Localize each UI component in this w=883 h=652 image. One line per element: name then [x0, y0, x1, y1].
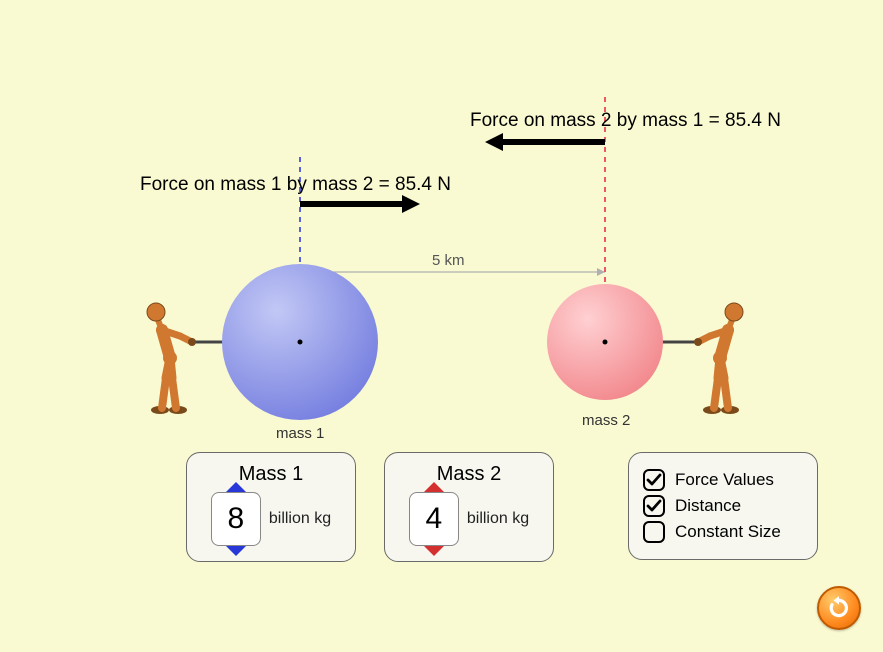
mass2-value: 4: [426, 502, 443, 536]
mass1-increment-button[interactable]: [226, 482, 246, 492]
mass1-center-dot: [298, 340, 303, 345]
force-label-mass2: Force on mass 2 by mass 1 = 85.4 N: [470, 110, 781, 132]
option-force-values[interactable]: Force Values: [643, 469, 803, 491]
mass1-caption: mass 1: [276, 425, 324, 442]
option-label: Constant Size: [675, 522, 781, 542]
mass1-control-panel: Mass 1 8 billion kg: [186, 452, 356, 562]
checkbox-icon[interactable]: [643, 469, 665, 491]
force-arrow-mass1: [300, 195, 420, 213]
mass1-panel-title: Mass 1: [201, 463, 341, 486]
reset-button[interactable]: [817, 586, 861, 630]
checkbox-icon[interactable]: [643, 521, 665, 543]
puller-figure-mass1: [147, 303, 196, 414]
option-label: Distance: [675, 496, 741, 516]
mass1-spinner[interactable]: 8: [211, 492, 261, 546]
mass2-increment-button[interactable]: [424, 482, 444, 492]
mass1-decrement-button[interactable]: [226, 546, 246, 556]
checkbox-icon[interactable]: [643, 495, 665, 517]
display-options-panel: Force Values Distance Constant Size: [628, 452, 818, 560]
distance-label: 5 km: [432, 252, 465, 269]
distance-line: [300, 268, 605, 276]
reset-icon: [826, 595, 852, 621]
option-constant-size[interactable]: Constant Size: [643, 521, 803, 543]
option-label: Force Values: [675, 470, 774, 490]
mass2-decrement-button[interactable]: [424, 546, 444, 556]
mass2-spinner[interactable]: 4: [409, 492, 459, 546]
puller-figure-mass2: [694, 303, 743, 414]
mass1-unit: billion kg: [269, 510, 331, 528]
mass2-control-panel: Mass 2 4 billion kg: [384, 452, 554, 562]
mass1-value: 8: [228, 502, 245, 536]
mass2-panel-title: Mass 2: [399, 463, 539, 486]
mass2-unit: billion kg: [467, 510, 529, 528]
force-label-mass1: Force on mass 1 by mass 2 = 85.4 N: [140, 174, 451, 196]
mass2-caption: mass 2: [582, 412, 630, 429]
option-distance[interactable]: Distance: [643, 495, 803, 517]
mass2-center-dot: [603, 340, 608, 345]
force-arrow-mass2: [485, 133, 605, 151]
